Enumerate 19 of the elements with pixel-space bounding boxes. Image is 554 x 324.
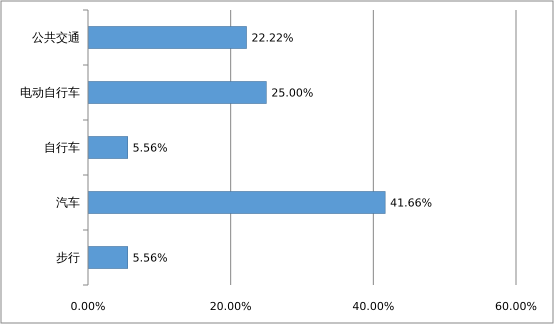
y-tick-label: 汽车: [56, 196, 80, 210]
bar: [88, 136, 128, 159]
y-tick-label: 公共交通: [32, 30, 80, 44]
bar: [88, 26, 247, 49]
data-label: 25.00%: [271, 86, 314, 100]
data-label: 5.56%: [132, 142, 168, 154]
y-tick-label: 步行: [56, 250, 80, 264]
x-tick-label: 0.00%: [70, 300, 106, 313]
x-tick-label: 20.00%: [210, 300, 252, 313]
y-tick-label: 电动自行车: [20, 86, 80, 100]
bar: [88, 81, 267, 104]
bar: [88, 191, 386, 214]
y-tick-label: 自行车: [44, 140, 80, 154]
data-label: 41.66%: [390, 196, 432, 210]
data-label: 5.56%: [132, 252, 168, 264]
bar: [88, 246, 128, 269]
data-label: 22.22%: [252, 32, 294, 44]
x-tick-label: 60.00%: [495, 300, 537, 313]
x-tick-label: 40.00%: [352, 300, 394, 313]
